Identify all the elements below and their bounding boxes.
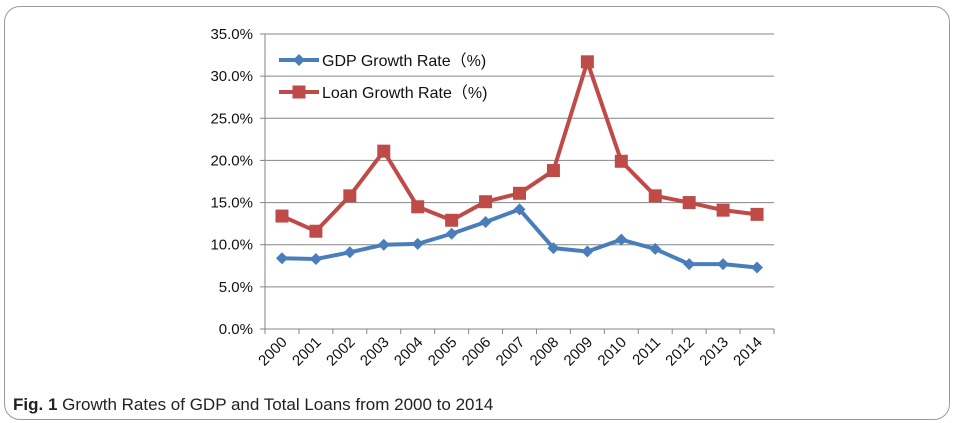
x-tick-label: 2003: [357, 334, 393, 370]
y-tick-label: 25.0%: [210, 110, 253, 127]
figure-caption: Fig. 1 Growth Rates of GDP and Total Loa…: [13, 395, 493, 415]
data-point: [275, 252, 288, 265]
y-tick-label: 30.0%: [210, 68, 253, 85]
x-tick-label: 2012: [662, 334, 698, 370]
data-point: [343, 189, 357, 203]
x-tick-label: 2000: [255, 334, 291, 370]
data-point: [615, 233, 628, 246]
x-tick-label: 2010: [595, 334, 631, 370]
gridlines: [265, 33, 774, 288]
data-point: [293, 54, 305, 66]
data-point: [751, 261, 764, 274]
x-tick-label: 2011: [629, 334, 664, 369]
x-tick-label: 2009: [561, 334, 597, 370]
y-tick-label: 35.0%: [210, 26, 253, 43]
x-tick-label: 2008: [527, 334, 563, 370]
data-point: [682, 196, 696, 210]
data-point: [513, 186, 526, 200]
data-point: [683, 258, 696, 271]
data-point: [445, 213, 459, 227]
data-point: [343, 246, 356, 259]
data-point: [309, 224, 323, 238]
y-tick-label: 0.0%: [219, 321, 253, 338]
x-tick-label: 2002: [323, 334, 359, 370]
x-tick-label: 2006: [459, 334, 495, 370]
y-tick-label: 10.0%: [210, 237, 253, 254]
legend-label: Loan Growth Rate（%): [322, 84, 487, 102]
x-tick-label: 2001: [289, 334, 325, 370]
x-tick-label: 2005: [425, 334, 461, 370]
data-point: [479, 215, 492, 228]
y-tick-label: 5.0%: [219, 279, 253, 296]
series-line: [281, 207, 758, 270]
data-point: [580, 55, 594, 69]
data-point: [445, 227, 458, 240]
x-tick-label: 2004: [391, 334, 427, 370]
legend: GDP Growth Rate（%) Loan Growth Rate（%): [279, 52, 487, 102]
data-point: [411, 237, 424, 250]
x-tick-label: 2014: [730, 334, 766, 370]
data-point: [581, 245, 594, 258]
figure-frame: [4, 6, 950, 420]
y-tick-label: 15.0%: [210, 195, 253, 212]
y-tick-label: 20.0%: [210, 152, 253, 169]
legend-label: GDP Growth Rate（%): [322, 52, 486, 70]
data-point: [479, 195, 493, 209]
data-point: [411, 200, 425, 214]
data-point: [716, 203, 730, 217]
data-point: [377, 144, 391, 158]
data-point: [648, 189, 662, 203]
data-point: [292, 85, 306, 99]
data-point: [750, 207, 764, 221]
data-point: [649, 242, 662, 255]
data-point: [547, 242, 560, 255]
figure-caption-text: Growth Rates of GDP and Total Loans from…: [62, 395, 494, 414]
figure-label: Fig. 1: [13, 395, 58, 414]
data-point: [717, 258, 730, 271]
x-tick-label: 2013: [696, 334, 732, 370]
data-point: [513, 203, 526, 216]
data-point: [614, 154, 628, 168]
data-point: [309, 253, 322, 266]
x-tick-label: 2007: [493, 334, 529, 370]
data-point: [275, 209, 289, 223]
data-point: [377, 238, 390, 251]
data-point: [546, 164, 560, 178]
series: [275, 55, 764, 274]
